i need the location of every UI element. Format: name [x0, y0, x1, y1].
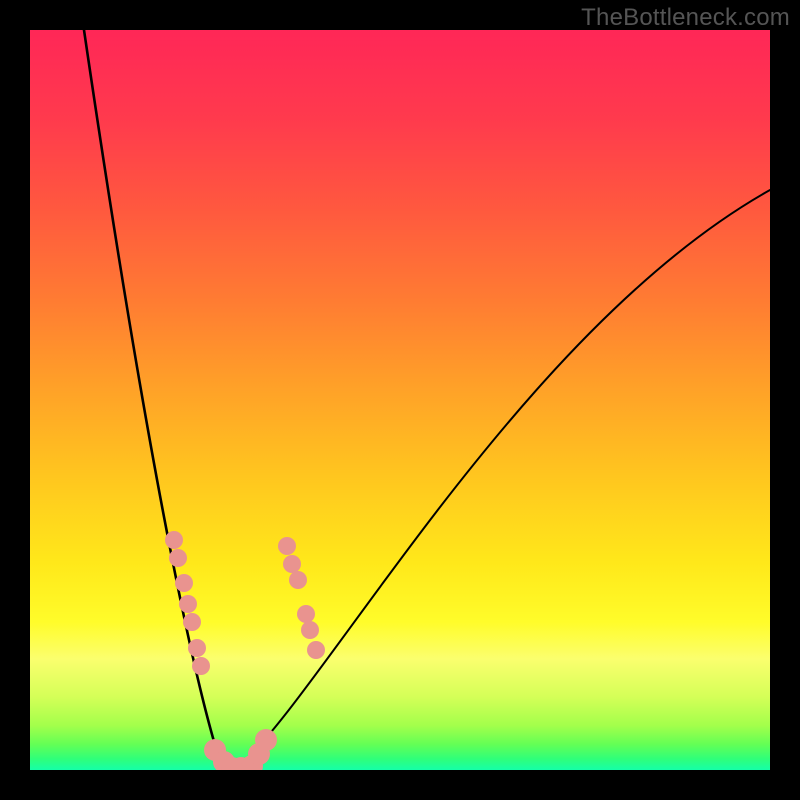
data-marker [169, 549, 187, 567]
data-marker [165, 531, 183, 549]
data-marker [183, 613, 201, 631]
data-marker [297, 605, 315, 623]
chart-root: TheBottleneck.com [0, 0, 800, 800]
data-marker [188, 639, 206, 657]
data-marker [175, 574, 193, 592]
data-marker [307, 641, 325, 659]
data-marker [255, 729, 277, 751]
plot-background [30, 30, 770, 770]
data-marker [283, 555, 301, 573]
chart-svg [0, 0, 800, 800]
data-marker [289, 571, 307, 589]
data-marker [278, 537, 296, 555]
watermark-label: TheBottleneck.com [581, 4, 790, 32]
data-marker [179, 595, 197, 613]
data-marker [192, 657, 210, 675]
data-marker [301, 621, 319, 639]
